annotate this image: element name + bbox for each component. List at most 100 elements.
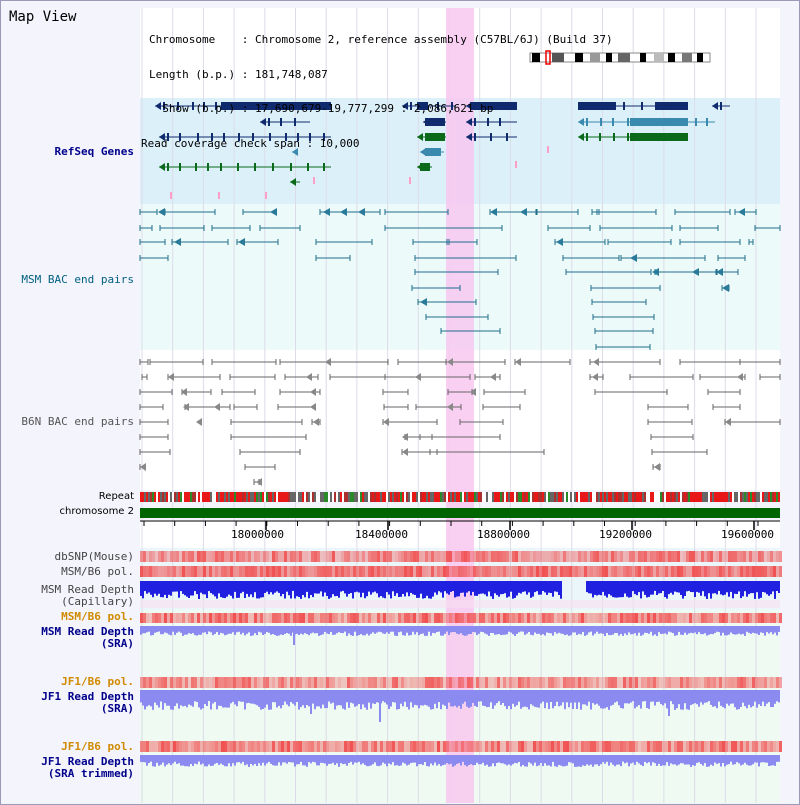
read-depth-bar [666,581,668,599]
read-depth-bar [188,755,190,767]
jf1-depth-sra-label-1[interactable]: JF1 Read Depth [41,690,134,703]
polymorphism-cell [773,677,776,688]
polymorphism-cell [158,741,161,752]
polymorphism-cell [395,551,398,562]
read-depth-bar [318,755,320,766]
read-depth-bar [470,755,472,765]
msm-bac-track[interactable] [139,208,781,350]
polymorphism-cell [506,613,509,623]
polymorphism-cell [614,551,617,562]
read-depth-bar [328,690,330,702]
read-depth-bar [514,626,516,636]
read-depth-bar [270,581,272,593]
b6n-bac-arrow [168,373,174,381]
read-depth-bar [638,626,640,633]
polymorphism-cell [500,551,503,562]
refseq-track[interactable] [155,102,730,199]
read-depth-bar [418,581,420,598]
polymorphism-cell [287,613,290,623]
read-depth-bar [548,755,550,766]
repeat-block [210,492,212,502]
read-depth-bar [758,626,760,635]
coverage-tracks[interactable] [140,551,782,767]
read-depth-bar [246,581,248,594]
read-depth-bar [370,581,372,595]
jf1-depth-trim-label-1[interactable]: JF1 Read Depth [41,755,134,768]
read-depth-bar [648,626,650,634]
polymorphism-cell [227,613,230,623]
msm-b6-pol-sra-label[interactable]: MSM/B6 pol. [61,610,134,623]
polymorphism-cell [704,551,707,562]
msm-depth-capillary-label-1[interactable]: MSM Read Depth [41,583,134,596]
polymorphism-cell [737,613,740,623]
read-depth-bar [592,581,594,598]
polymorphism-cell [173,677,176,688]
repeat-block [194,492,196,502]
refseq-genes-label[interactable]: RefSeq Genes [54,145,134,158]
polymorphism-cell [296,551,299,562]
read-depth-bar [314,581,316,594]
read-depth-bar [684,755,686,765]
jf1-b6-pol-2-label[interactable]: JF1/B6 pol. [61,740,134,753]
read-depth-bar [416,755,418,767]
repeat-block [732,492,734,502]
read-depth-bar [142,581,144,599]
polymorphism-cell [176,613,179,623]
polymorphism-cell [686,741,689,752]
repeat-block [262,492,264,502]
b6n-bac-track[interactable] [139,358,781,486]
read-depth-bar [636,755,638,762]
read-depth-bar [566,690,568,703]
read-depth-bar [286,626,288,633]
read-depth-bar [650,626,652,632]
read-depth-bar [698,755,700,763]
polymorphism-cell [167,551,170,562]
polymorphism-cell [500,741,503,752]
read-depth-bar [556,755,558,767]
read-depth-bar [610,626,612,636]
polymorphism-cell [473,566,476,577]
repeat-block [698,492,700,502]
read-depth-bar [662,755,664,766]
read-depth-bar [210,755,212,766]
gene-exon [285,133,287,141]
read-depth-bar [348,690,350,708]
read-depth-bar [216,626,218,632]
dbsnp-label[interactable]: dbSNP(Mouse) [54,550,134,563]
read-depth-bar [536,755,538,767]
msm-bac-label[interactable]: MSM BAC end pairs [21,273,134,286]
ideogram-band [575,53,583,62]
jf1-b6-pol-label[interactable]: JF1/B6 pol. [61,675,134,688]
read-depth-bar [330,581,332,598]
read-depth-bar [502,755,504,764]
repeat-block [658,492,660,502]
chromosome-ideogram[interactable] [529,50,711,65]
polymorphism-cell [419,677,422,688]
polymorphism-cell [713,741,716,752]
read-depth-bar [734,581,736,594]
read-depth-bar [334,690,336,710]
read-depth-bar [408,626,410,636]
read-depth-bar [468,690,470,708]
repeat-block [358,492,360,502]
read-depth-bar [778,626,780,632]
repeat-track[interactable] [140,492,780,502]
repeat-block [420,492,422,502]
polymorphism-cell [422,551,425,562]
polymorphism-cell [524,566,527,577]
msm-depth-sra-label-1[interactable]: MSM Read Depth [41,625,134,638]
read-depth-bar [352,690,354,704]
read-depth-bar [156,690,158,706]
msm-b6-pol-label[interactable]: MSM/B6 pol. [61,565,134,578]
read-depth-bar [460,690,462,709]
read-depth-bar [266,626,268,633]
b6n-bac-arrow [325,358,331,366]
polymorphism-cell [410,613,413,623]
b6n-bac-label[interactable]: B6N BAC end pairs [21,415,134,428]
gene-arrow [417,133,423,141]
polymorphism-cell [248,677,251,688]
polymorphism-cell [281,613,284,623]
read-depth-bar [288,690,290,707]
read-depth-bar [740,626,742,635]
